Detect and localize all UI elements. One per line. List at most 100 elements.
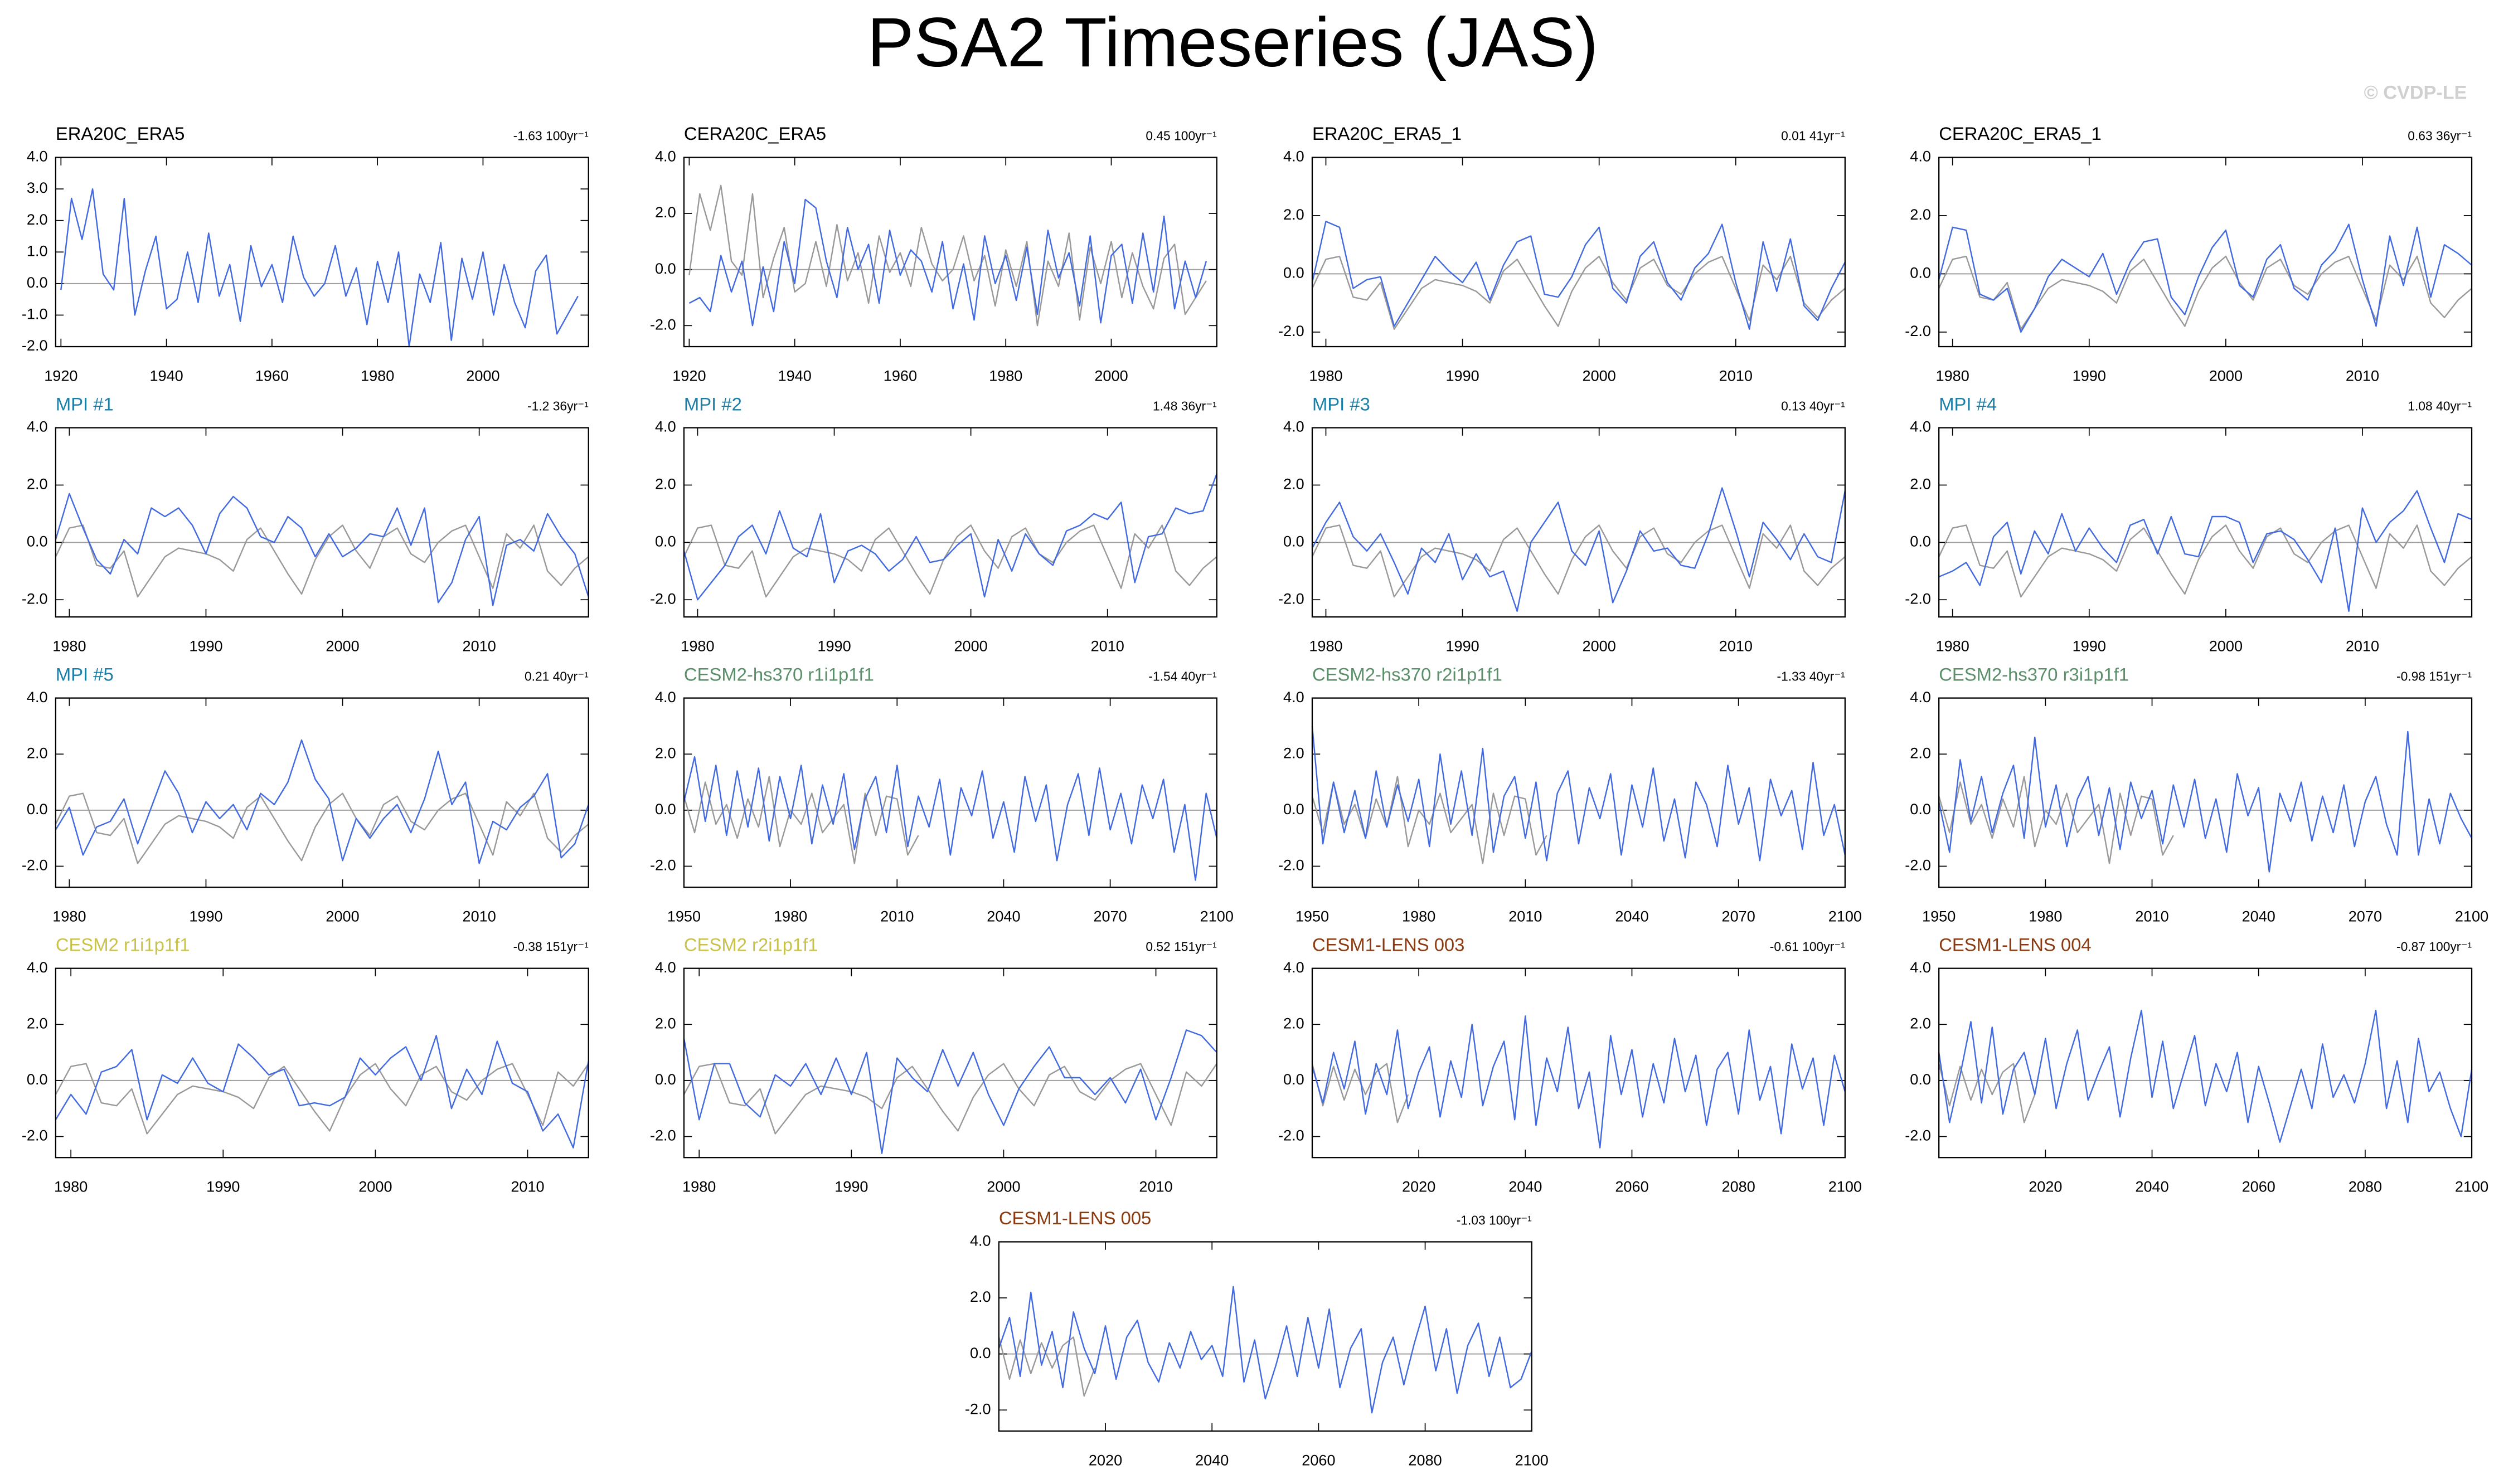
x-tick-label: 2010 <box>2346 637 2379 654</box>
panel-title: CERA20C_ERA5 <box>684 123 826 144</box>
x-tick-label: 2020 <box>1402 1178 1435 1195</box>
x-tick-label: 1950 <box>1295 908 1329 925</box>
y-tick-label: -2.0 <box>650 857 676 874</box>
x-tick-label: 2020 <box>1089 1451 1122 1468</box>
x-tick-label: 1980 <box>774 908 807 925</box>
y-tick-label: 4.0 <box>1910 418 1931 435</box>
y-tick-label: 0.0 <box>1910 800 1931 818</box>
panel-title: MPI #4 <box>1939 393 1997 414</box>
x-tick-label: 2010 <box>880 908 914 925</box>
y-tick-label: 0.0 <box>655 260 676 277</box>
plot-frame <box>1938 157 2473 348</box>
x-tick-label: 1980 <box>681 637 714 654</box>
x-tick-label: 2060 <box>1615 1178 1648 1195</box>
y-tick-label: 2.0 <box>1283 744 1304 761</box>
x-tick-label: 2080 <box>2349 1178 2382 1195</box>
series-line <box>1938 731 2473 873</box>
panel-title: CERA20C_ERA5_1 <box>1939 123 2102 144</box>
x-tick-label: 2010 <box>511 1178 544 1195</box>
x-tick-label: 1980 <box>682 1178 716 1195</box>
series-line <box>1311 221 1846 330</box>
y-tick-label: 0.0 <box>1283 800 1304 818</box>
plot-frame <box>683 697 1217 888</box>
y-tick-label: 4.0 <box>1910 148 1931 165</box>
y-tick-label: 0.0 <box>655 800 676 818</box>
series-line <box>60 188 579 348</box>
y-tick-label: 2.0 <box>655 744 676 761</box>
y-tick-label: 4.0 <box>27 958 48 976</box>
panel-title: CESM2 r2i1p1f1 <box>684 934 818 955</box>
x-tick-label: 1990 <box>189 908 222 925</box>
y-tick-label: -2.0 <box>1278 590 1304 607</box>
series-line <box>1311 524 1846 598</box>
y-tick-label: -2.0 <box>1905 590 1931 607</box>
x-tick-label: 1980 <box>1402 908 1435 925</box>
plot-frame <box>998 1241 1532 1432</box>
x-tick-label: 1980 <box>1936 637 1969 654</box>
x-tick-label: 2040 <box>2242 908 2275 925</box>
trend-label: -1.33 40yr⁻¹ <box>1777 669 1845 684</box>
x-tick-label: 2000 <box>1094 367 1128 384</box>
x-tick-label: 2010 <box>1139 1178 1172 1195</box>
y-tick-label: 2.0 <box>970 1288 991 1305</box>
y-tick-label: 2.0 <box>1283 206 1304 223</box>
x-tick-label: 1980 <box>52 908 86 925</box>
trend-label: 1.08 40yr⁻¹ <box>2408 398 2472 413</box>
figure-title: PSA2 Timeseries (JAS) <box>867 3 1598 81</box>
y-tick-label: 2.0 <box>27 475 48 493</box>
x-tick-label: 2100 <box>1828 1178 1862 1195</box>
y-tick-label: -2.0 <box>1278 857 1304 874</box>
y-tick-label: 2.0 <box>655 1014 676 1031</box>
x-tick-label: 1940 <box>149 367 183 384</box>
x-tick-label: 1960 <box>255 367 289 384</box>
y-tick-label: -2.0 <box>650 1127 676 1144</box>
x-tick-label: 2000 <box>987 1178 1020 1195</box>
series-line <box>683 1029 1217 1154</box>
panel-title: CESM2-hs370 r3i1p1f1 <box>1939 664 2129 684</box>
y-tick-label: -2.0 <box>1905 322 1931 339</box>
y-tick-label: 2.0 <box>1910 206 1931 223</box>
panel-title: CESM2 r1i1p1f1 <box>56 934 190 955</box>
x-tick-label: 1980 <box>361 367 394 384</box>
x-tick-label: 1920 <box>672 367 706 384</box>
trend-label: -0.98 151yr⁻¹ <box>2396 669 2472 684</box>
x-tick-label: 2070 <box>2349 908 2382 925</box>
x-tick-label: 2010 <box>2135 908 2168 925</box>
y-tick-label: 3.0 <box>27 179 48 196</box>
trend-label: -1.03 100yr⁻¹ <box>1457 1213 1532 1227</box>
x-tick-label: 2010 <box>463 908 496 925</box>
series-line <box>1311 726 1846 862</box>
series-line <box>998 1286 1532 1414</box>
x-tick-label: 2000 <box>2209 367 2243 384</box>
y-tick-label: 0.0 <box>1283 1071 1304 1088</box>
x-tick-label: 2000 <box>1583 367 1616 384</box>
y-tick-label: 0.0 <box>655 532 676 549</box>
y-tick-label: -1.0 <box>22 305 48 323</box>
x-tick-label: 1920 <box>44 367 77 384</box>
x-tick-label: 2000 <box>466 367 499 384</box>
plot-frame <box>55 967 589 1159</box>
y-tick-label: -2.0 <box>1905 1127 1931 1144</box>
y-tick-label: 4.0 <box>1910 688 1931 705</box>
x-tick-label: 2040 <box>1195 1451 1229 1468</box>
plot-frame <box>683 157 1217 348</box>
y-tick-label: 1.0 <box>27 242 48 259</box>
y-tick-label: -2.0 <box>1278 1127 1304 1144</box>
series-line <box>688 198 1207 327</box>
series-line <box>1311 255 1846 330</box>
x-tick-label: 2070 <box>1093 908 1127 925</box>
x-tick-label: 1990 <box>206 1178 240 1195</box>
y-tick-label: -2.0 <box>22 337 48 354</box>
plot-frame <box>683 427 1217 618</box>
x-tick-label: 2000 <box>326 908 359 925</box>
plot-frame <box>1311 157 1846 348</box>
panel-title: MPI #2 <box>684 393 742 414</box>
x-tick-label: 2040 <box>2135 1178 2168 1195</box>
x-tick-label: 1940 <box>778 367 812 384</box>
y-tick-label: -2.0 <box>650 315 676 333</box>
y-tick-label: -2.0 <box>22 590 48 607</box>
x-tick-label: 2000 <box>1583 637 1616 654</box>
x-tick-label: 2040 <box>987 908 1020 925</box>
